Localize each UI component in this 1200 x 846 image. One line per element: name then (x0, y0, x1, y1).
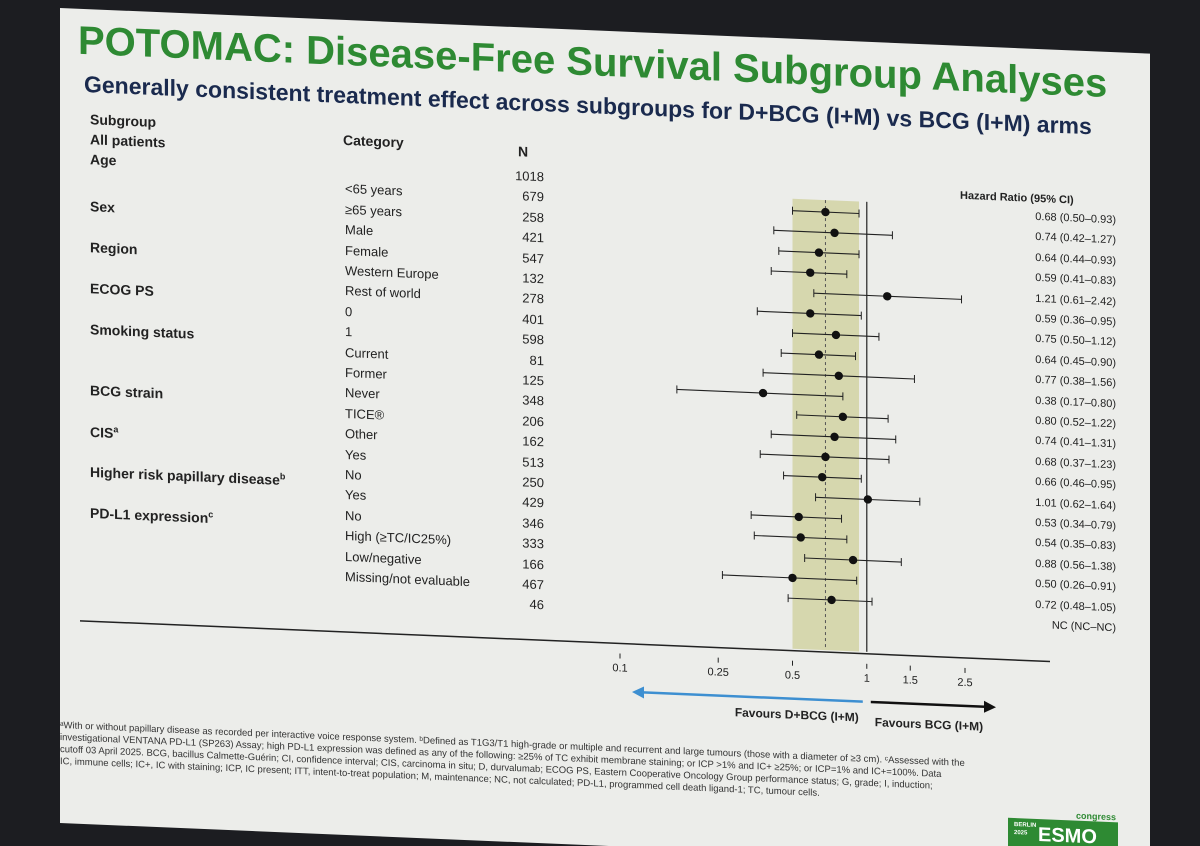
x-tick-label: 0.5 (785, 669, 800, 682)
hr-point (794, 512, 803, 522)
hr-point (806, 309, 815, 318)
hr-point (814, 248, 824, 257)
favours-right-arrowhead (984, 700, 996, 713)
table-bottom-rule (80, 620, 1050, 663)
slide: POTOMAC: Disease-Free Survival Subgroup … (60, 8, 1150, 846)
favours-left-arrowhead (632, 686, 644, 699)
hr-point (830, 432, 839, 442)
hr-point (831, 330, 841, 340)
hr-point (863, 495, 873, 504)
hr-point (796, 533, 805, 542)
x-tick-label: 2.5 (957, 677, 972, 690)
logo-city: BERLIN (1014, 821, 1037, 829)
hr-point (788, 573, 797, 583)
hr-point (883, 292, 892, 301)
x-tick-label: 1.5 (903, 674, 918, 687)
hr-point (830, 228, 839, 238)
x-tick-label: 0.1 (612, 662, 627, 675)
esmo-logo: BERLIN 2025 ESMO congress (1008, 811, 1118, 846)
forest-plot: 0.1 0.25 0.5 1 1.5 2.5 Favours D+BCG (I+M) Favo… (80, 198, 1050, 734)
x-tick-label: 1 (864, 673, 870, 685)
favours-left-label: Favours D+BCG (I+M) (735, 705, 859, 724)
hr-point (827, 595, 836, 605)
hr-point (838, 412, 848, 422)
logo-suffix: congress (1076, 810, 1117, 823)
logo-brand: ESMO (1038, 823, 1097, 846)
favours-left-arrow (640, 691, 863, 703)
hr-point (806, 268, 815, 277)
x-tick-label: 0.25 (708, 666, 729, 679)
hr-point (834, 371, 843, 381)
hr-point (818, 472, 827, 482)
hr-point (848, 555, 858, 565)
favours-right-label: Favours BCG (I+M) (875, 715, 983, 734)
logo-year: 2025 (1014, 829, 1028, 837)
hr-point (821, 207, 830, 217)
favours-right-arrow (870, 700, 988, 709)
hr-point (814, 350, 824, 359)
hr-point (821, 452, 830, 462)
hr-point (758, 388, 768, 398)
